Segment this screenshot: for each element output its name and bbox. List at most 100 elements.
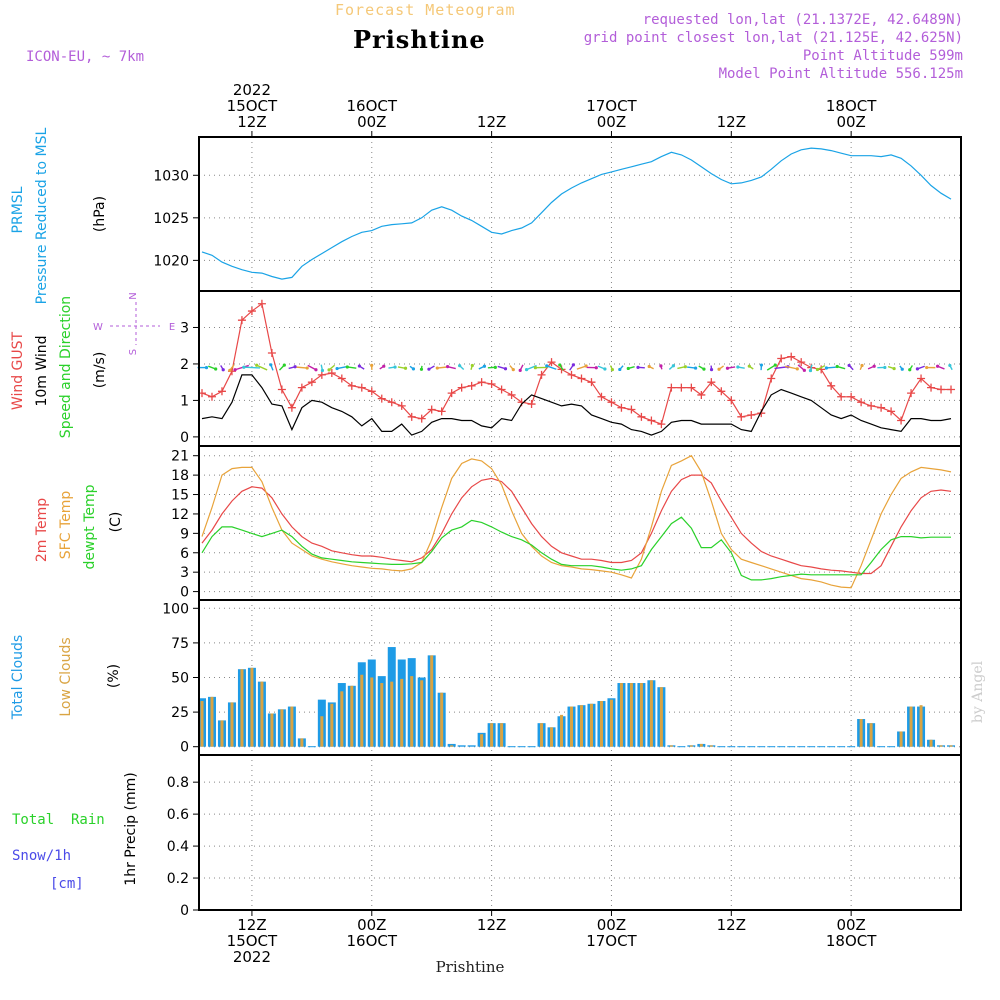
- temperature-ytick-label: 0: [180, 585, 189, 601]
- wind-direction-arrowhead: [370, 363, 374, 367]
- clouds-ytick-label: 25: [171, 705, 189, 721]
- gust-marker: [397, 401, 406, 410]
- gust-marker: [657, 420, 666, 429]
- compass-rose: N S W E: [93, 292, 175, 355]
- low-clouds-bar: [410, 676, 414, 747]
- gust-marker: [667, 383, 676, 392]
- low-clouds-bar: [480, 734, 484, 747]
- temperature-frame: [198, 445, 962, 601]
- temperature-series-sfc-temp: [201, 454, 952, 589]
- clouds-units: (%): [106, 664, 122, 688]
- wind-direction-arrowhead: [518, 368, 522, 372]
- gust-marker: [367, 387, 376, 396]
- wind-direction-arrowhead: [221, 368, 225, 372]
- temperature-series-dewpt-temp: [201, 516, 951, 581]
- temperature-ytick-label: 21: [171, 449, 189, 465]
- wind-direction-arrowhead: [671, 364, 676, 368]
- gust-marker: [827, 381, 836, 390]
- wind-direction-arrowhead: [293, 365, 297, 369]
- low-clouds-bar: [320, 716, 324, 747]
- precip-ytick-label: 0.6: [167, 807, 189, 823]
- wind-direction-arrowhead: [269, 363, 273, 367]
- low-clouds-bar: [589, 703, 593, 747]
- compass-south: S: [128, 349, 139, 355]
- wind-direction-arrowhead: [533, 366, 538, 370]
- gust-marker: [847, 392, 856, 401]
- compass-north: N: [128, 292, 139, 299]
- temperature-ytick-label: 9: [180, 526, 189, 542]
- total-clouds-bar: [457, 745, 466, 747]
- wind-direction-arrowhead: [545, 364, 549, 368]
- grid-point-coords: grid point closest lon,lat (21.125E, 42.…: [584, 30, 963, 46]
- low-clouds-bar: [560, 714, 564, 747]
- low-clouds-bar: [390, 681, 394, 747]
- wind-direction-arrowhead: [320, 368, 325, 373]
- wind-direction-arrowhead: [458, 364, 462, 368]
- wind-direction-arrowhead: [594, 366, 598, 370]
- wind-direction-arrowhead: [524, 368, 529, 372]
- top-time-label: 00Z: [597, 113, 626, 131]
- wind-direction-arrow: [243, 366, 261, 369]
- wind-direction-arrowhead: [915, 367, 920, 371]
- wind-direction-arrowhead: [693, 366, 698, 370]
- low-clouds-bar: [939, 745, 943, 747]
- gust-marker: [607, 398, 616, 407]
- pressure-ytick-label: 1025: [153, 211, 189, 227]
- wind-direction-arrowhead: [795, 367, 799, 371]
- pressure-label-2: Pressure Reduced to MSL: [34, 127, 50, 304]
- wind-direction-arrowhead: [618, 367, 622, 372]
- gust-marker: [417, 414, 426, 423]
- gust-marker: [747, 411, 756, 419]
- low-clouds-label: Low Clouds: [58, 637, 74, 716]
- gust-marker: [287, 403, 296, 412]
- gust-marker: [787, 352, 796, 361]
- wind-ytick-label: 2: [180, 357, 189, 373]
- wind-direction-arrow: [576, 365, 587, 370]
- bottom-time-label: 17OCT: [586, 932, 637, 950]
- gust-marker: [257, 299, 266, 308]
- gust-marker: [737, 412, 746, 421]
- low-clouds-bar: [300, 738, 304, 747]
- wind-direction-arrowhead: [925, 365, 929, 370]
- wind-direction-arrowhead: [626, 366, 630, 371]
- wind-direction-arrowhead: [900, 367, 904, 371]
- footer-location: Prishtine: [436, 958, 505, 976]
- dewpt-label: dewpt Temp: [82, 484, 98, 569]
- wind-direction-arrow: [296, 366, 308, 369]
- temperature-ytick-label: 12: [171, 507, 189, 523]
- gust-marker: [237, 316, 246, 325]
- snow-label: Snow/1h: [12, 848, 71, 864]
- temp-units: (C): [108, 512, 124, 533]
- low-clouds-bar: [360, 674, 364, 747]
- low-clouds-bar: [280, 709, 284, 747]
- gust-marker: [277, 385, 286, 394]
- low-clouds-bar: [699, 743, 703, 747]
- low-clouds-bar: [689, 745, 693, 747]
- wind-direction-arrowhead: [709, 368, 714, 372]
- wind-direction-arrowhead: [470, 363, 474, 368]
- wind-direction-arrowhead: [603, 367, 607, 371]
- clouds-panel: 0 25 50 75 100: [162, 599, 962, 756]
- gust-marker: [767, 374, 776, 383]
- bottom-time-label: 12Z: [477, 916, 506, 934]
- wind-direction-arrowhead: [759, 363, 764, 367]
- gust-marker: [527, 400, 536, 409]
- wind-direction-arrowhead: [393, 365, 397, 369]
- gust-marker: [297, 383, 306, 392]
- pressure-panel: 1020 1025 1030: [153, 136, 962, 292]
- wind-direction-arrowhead: [702, 367, 706, 371]
- gust-marker: [407, 412, 416, 421]
- gust-marker: [547, 358, 556, 367]
- gust-marker: [897, 416, 906, 425]
- wind-direction-arrowhead: [233, 368, 237, 372]
- low-clouds-bar: [290, 706, 294, 747]
- wind-direction-arrowhead: [204, 365, 209, 370]
- pressure-ytick-label: 1030: [153, 168, 189, 184]
- bottom-time-label: 2022: [233, 948, 271, 966]
- wind-direction-arrowhead: [511, 367, 515, 372]
- low-clouds-bar: [250, 667, 254, 747]
- total-clouds-bar: [467, 745, 476, 747]
- gust-marker: [457, 383, 466, 392]
- low-clouds-bar: [380, 683, 384, 747]
